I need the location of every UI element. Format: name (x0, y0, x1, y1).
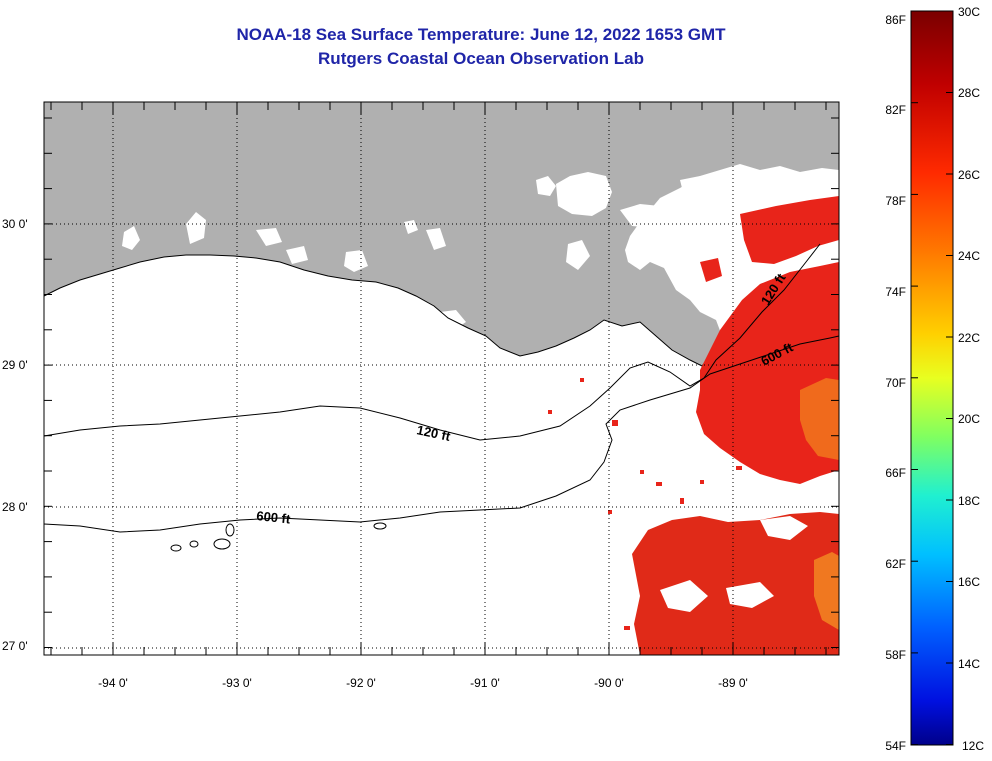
colorbar-c-labels: 30C 28C 26C 24C 22C 20C 18C 16C 14C 12C (958, 5, 984, 753)
colorbar-f-label: 70F (885, 376, 906, 390)
cloud-gap (726, 582, 774, 608)
sst-patch-ne (740, 196, 839, 264)
contour-120ft (43, 243, 821, 441)
colorbar-c-label: 18C (958, 494, 980, 508)
lon-tick-label: -91 0' (470, 676, 500, 690)
contour-600ft (43, 335, 840, 533)
lat-tick-label: 28 0' (2, 500, 28, 514)
lon-tick-label: -89 0' (718, 676, 748, 690)
cloud-gap (660, 580, 708, 612)
colorbar-f-label: 86F (885, 13, 906, 27)
lake (536, 176, 556, 196)
contour-blobs (170, 522, 387, 552)
colorbar-f-label: 78F (885, 194, 906, 208)
map-frame (43, 101, 840, 656)
lon-axis: -94 0' -93 0' -92 0' -91 0' -90 0' -89 0… (98, 676, 748, 690)
sst-patch-south-warm (814, 552, 839, 630)
lake (740, 188, 770, 206)
lon-tick-label: -94 0' (98, 676, 128, 690)
lake (186, 212, 206, 244)
colorbar-c-label: 24C (958, 249, 980, 263)
sst-scatter (548, 378, 742, 630)
coastline (43, 254, 723, 367)
lake (680, 226, 710, 250)
colorbar-c-label: 30C (958, 5, 980, 19)
colorbar-c-label: 22C (958, 331, 980, 345)
colorbar-c-label: 14C (958, 657, 980, 671)
colorbar-f-label: 62F (885, 557, 906, 571)
colorbar-f-label: 66F (885, 466, 906, 480)
lake (122, 226, 140, 250)
lake (344, 250, 368, 272)
colorbar-f-label: 54F (885, 739, 906, 753)
lat-tick-label: 29 0' (2, 358, 28, 372)
colorbar-f-labels: 86F 82F 78F 74F 70F 66F 62F 58F 54F (885, 13, 906, 753)
lake (620, 204, 668, 228)
graticule (44, 102, 839, 655)
lake (556, 172, 612, 216)
colorbar-f-label: 82F (885, 103, 906, 117)
lat-tick-label: 30 0' (2, 217, 28, 231)
cloud-gap (760, 516, 808, 540)
contour-label: 120 ft (415, 422, 452, 444)
lon-tick-label: -93 0' (222, 676, 252, 690)
lat-axis: 30 0' 29 0' 28 0' 27 0' (2, 217, 28, 653)
lon-tick-label: -92 0' (346, 676, 376, 690)
lat-tick-label: 27 0' (2, 639, 28, 653)
lake (256, 228, 282, 246)
sst-patch-east-warm (800, 378, 839, 460)
frame-ticks (44, 102, 839, 655)
lake (566, 240, 590, 270)
colorbar-f-label: 74F (885, 285, 906, 299)
colorbar-c-label: 20C (958, 412, 980, 426)
colorbar-c-label: 26C (958, 168, 980, 182)
map-title: NOAA-18 Sea Surface Temperature: June 12… (236, 25, 726, 44)
sst-patch-ne2 (700, 258, 722, 282)
colorbar-c-label: 12C (962, 739, 984, 753)
colorbar-c-label: 28C (958, 86, 980, 100)
contour-label: 600 ft (256, 508, 292, 527)
lon-tick-label: -90 0' (594, 676, 624, 690)
colorbar-c-label: 16C (958, 575, 980, 589)
sst-patch-south (632, 512, 839, 655)
lake (286, 246, 308, 264)
colorbar-f-label: 58F (885, 648, 906, 662)
colorbar-ticks (911, 10, 953, 746)
lake (426, 228, 446, 250)
lake (680, 176, 712, 200)
lake (404, 220, 418, 234)
map-subtitle: Rutgers Coastal Ocean Observation Lab (318, 49, 644, 68)
